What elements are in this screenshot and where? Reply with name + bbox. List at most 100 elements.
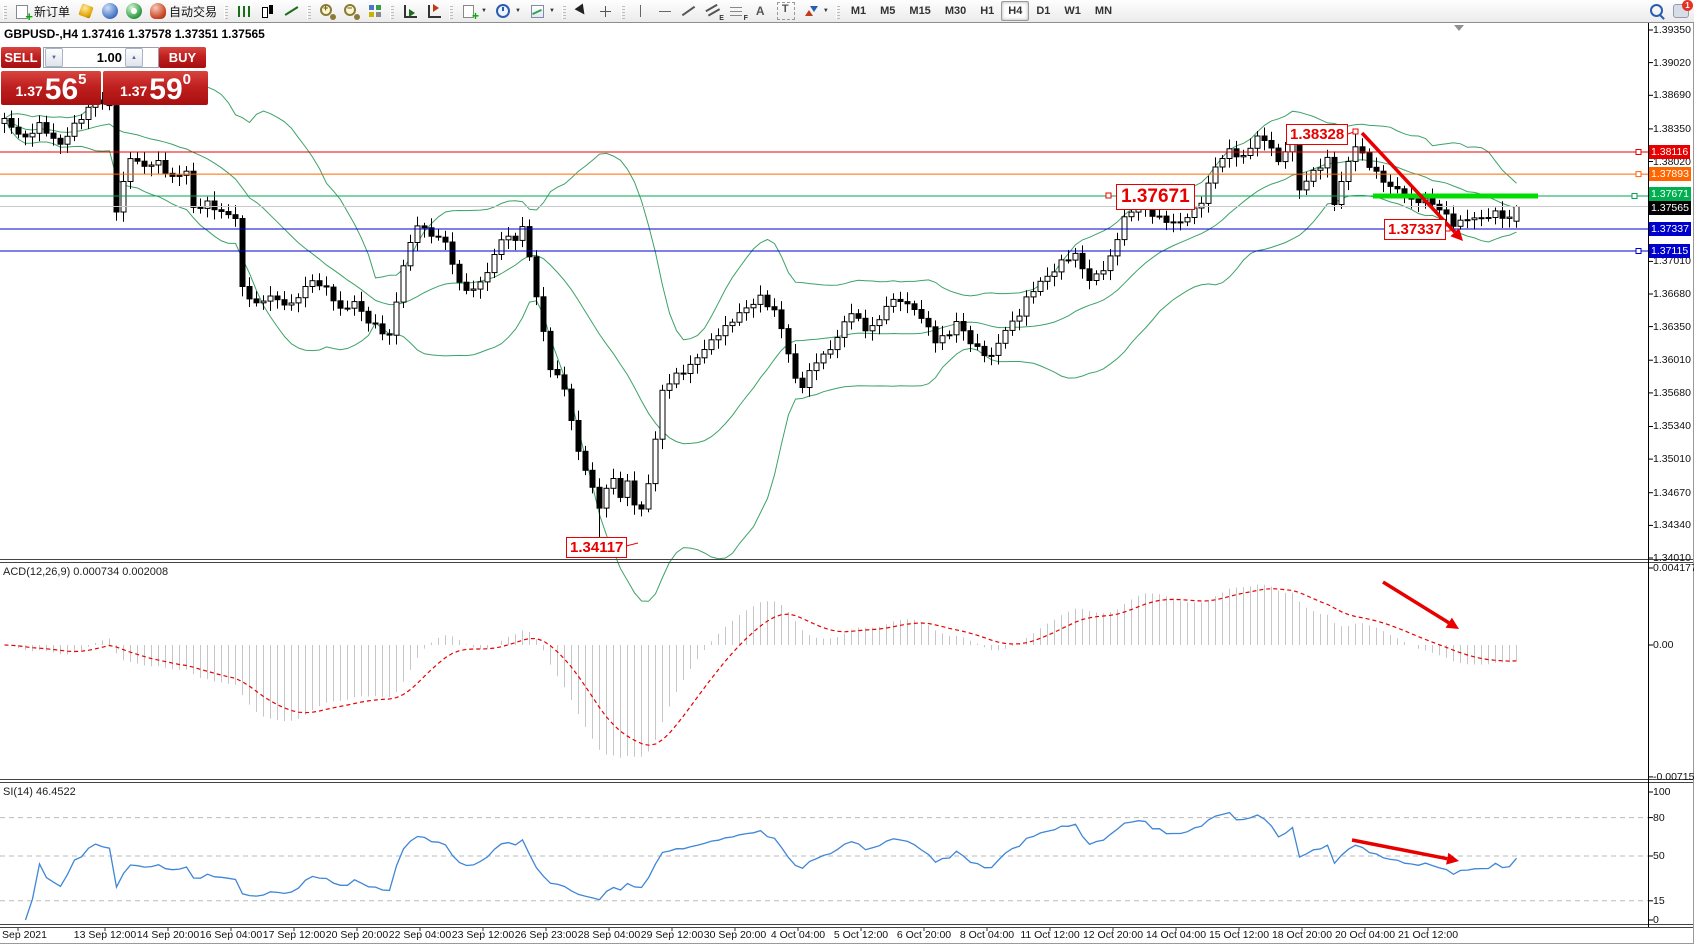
price-tick-label: 1.38690 bbox=[1653, 89, 1691, 102]
auto-trading-label: 自动交易 bbox=[169, 4, 218, 19]
rsi-line bbox=[24, 811, 1517, 921]
timeframe-mn-button[interactable]: MN bbox=[1094, 5, 1113, 17]
zoom-out-button[interactable] bbox=[339, 1, 363, 21]
search-icon[interactable] bbox=[1649, 3, 1665, 19]
dropdown-caret-icon[interactable]: ▼ bbox=[481, 8, 487, 14]
sell-price-sup: 5 bbox=[78, 71, 87, 88]
auto-trading-button[interactable]: 自动交易 bbox=[146, 1, 221, 21]
timeframe-h1-button[interactable]: H1 bbox=[980, 5, 995, 17]
dropdown-caret-icon[interactable]: ▼ bbox=[514, 8, 521, 14]
trendline-button[interactable] bbox=[677, 1, 701, 21]
text-icon bbox=[753, 3, 769, 19]
price-tick-label: 1.37010 bbox=[1653, 255, 1691, 268]
volume-increase-icon[interactable]: ▲ bbox=[125, 48, 143, 67]
toolbar-groups: 新订单 自动交易 ▼ ▼ ▼ ▼ M1 M5 M15 M30 H1 H4 D1 W1 MN bbox=[0, 0, 1119, 23]
horizontal-lines[interactable] bbox=[0, 149, 1648, 254]
price-annotation[interactable]: 1.37671 bbox=[1116, 184, 1195, 210]
volume-value[interactable]: 1.00 bbox=[96, 50, 122, 65]
toolbar-right: 1 bbox=[1649, 0, 1693, 22]
periods-icon bbox=[495, 3, 511, 19]
timeframe-m1-button[interactable]: M1 bbox=[850, 5, 867, 17]
price-tick-label: 1.39350 bbox=[1653, 24, 1691, 36]
sell-price[interactable]: 1.37 56 5 bbox=[1, 71, 101, 105]
date-label: 6 Oct 20:00 bbox=[896, 929, 952, 941]
signal-status-button[interactable] bbox=[122, 1, 146, 21]
bar-chart-button[interactable] bbox=[232, 1, 256, 21]
horizontal-line-icon bbox=[656, 3, 673, 19]
price-tick-label: 1.35340 bbox=[1653, 420, 1691, 433]
web-terminal-button[interactable] bbox=[98, 1, 122, 21]
price-annotation[interactable]: 1.37337 bbox=[1384, 219, 1447, 240]
date-label: 17 Sep 12:00 bbox=[262, 929, 326, 941]
new-order-label: 新订单 bbox=[34, 4, 71, 19]
zoom-in-button[interactable] bbox=[315, 1, 339, 21]
buy-price[interactable]: 1.37 59 0 bbox=[103, 71, 208, 105]
date-label: 18 Oct 20:00 bbox=[1271, 929, 1333, 941]
price-annotation[interactable]: 1.34117 bbox=[566, 537, 628, 558]
new-order-button[interactable]: 新订单 bbox=[11, 1, 74, 23]
notifications-icon[interactable]: 1 bbox=[1673, 0, 1693, 19]
buy-button[interactable]: BUY bbox=[159, 47, 206, 68]
volume-decrease-icon[interactable]: ▼ bbox=[45, 48, 63, 67]
timeframe-w1-button[interactable]: W1 bbox=[1064, 5, 1081, 17]
fibonacci-button[interactable] bbox=[725, 1, 749, 22]
date-label: 4 Oct 04:00 bbox=[770, 929, 826, 941]
timeframe-m15-button[interactable]: M15 bbox=[909, 5, 931, 17]
text-label-button[interactable] bbox=[773, 1, 799, 21]
price-tick-label: 1.36350 bbox=[1653, 320, 1691, 333]
price-badge: 1.37337 bbox=[1649, 222, 1691, 237]
date-label: 28 Sep 04:00 bbox=[577, 929, 641, 941]
rsi-tick-label: 15 bbox=[1653, 894, 1665, 907]
candle-chart-button[interactable] bbox=[256, 1, 280, 21]
bollinger-bands bbox=[4, 78, 1517, 602]
line-chart-button[interactable] bbox=[280, 1, 304, 21]
trendline-icon bbox=[681, 3, 697, 19]
macd-tick-label: 0.004177 bbox=[1653, 562, 1694, 574]
horizontal-line-button[interactable] bbox=[653, 1, 677, 21]
equidistant-channel-button[interactable] bbox=[701, 1, 725, 22]
price-annotation[interactable]: 1.38328 bbox=[1286, 124, 1349, 145]
trend-arrows[interactable] bbox=[625, 128, 1463, 865]
price-tick-label: 1.36010 bbox=[1653, 354, 1691, 367]
buy-price-sup: 0 bbox=[182, 71, 191, 88]
bar-chart-icon bbox=[236, 3, 252, 19]
date-label: 8 Oct 04:00 bbox=[959, 929, 1015, 941]
timeframe-h4-button[interactable]: H4 bbox=[1001, 1, 1030, 21]
date-label: 13 Sep 12:00 bbox=[73, 929, 137, 941]
toolbar-grip bbox=[390, 3, 395, 19]
dropdown-caret-icon[interactable]: ▼ bbox=[822, 8, 829, 14]
toolbar-grip bbox=[561, 3, 566, 19]
chart-shift-button[interactable] bbox=[422, 1, 446, 21]
equidistant-channel-icon bbox=[705, 3, 724, 22]
sell-button[interactable]: SELL bbox=[1, 47, 41, 68]
timeframe-m5-button[interactable]: M5 bbox=[880, 5, 896, 17]
date-label: 23 Sep 12:00 bbox=[451, 929, 515, 941]
signal-status-icon bbox=[126, 3, 143, 19]
tile-windows-button[interactable] bbox=[363, 1, 387, 21]
timeframe-m30-button[interactable]: M30 bbox=[944, 5, 967, 17]
rsi-tick-label: 50 bbox=[1653, 850, 1665, 862]
vertical-line-icon bbox=[632, 3, 649, 19]
macd-signal-line bbox=[4, 588, 1517, 746]
gold-box-button[interactable] bbox=[74, 1, 98, 21]
dropdown-caret-icon[interactable]: ▼ bbox=[548, 8, 555, 14]
tile-windows-icon bbox=[367, 3, 383, 19]
cursor-icon bbox=[574, 3, 590, 19]
date-label: 5 Oct 12:00 bbox=[833, 929, 889, 941]
periods-button[interactable]: ▼ bbox=[491, 1, 525, 21]
chart-shift-icon bbox=[426, 3, 442, 19]
templates-button[interactable]: ▼ bbox=[525, 1, 559, 21]
arrows-button[interactable]: ▼ bbox=[799, 1, 833, 21]
crosshair-button[interactable] bbox=[594, 1, 618, 21]
volume-stepper[interactable]: ▼ 1.00 ▲ bbox=[43, 47, 159, 68]
indicators-button[interactable]: ▼ bbox=[457, 1, 491, 22]
timeframe-d1-button[interactable]: D1 bbox=[1036, 5, 1051, 17]
candles bbox=[1, 92, 1520, 548]
templates-icon bbox=[529, 3, 545, 19]
auto-scroll-button[interactable] bbox=[398, 1, 422, 21]
vertical-line-button[interactable] bbox=[629, 1, 653, 21]
cursor-button[interactable] bbox=[570, 1, 594, 21]
text-button[interactable] bbox=[749, 1, 773, 21]
